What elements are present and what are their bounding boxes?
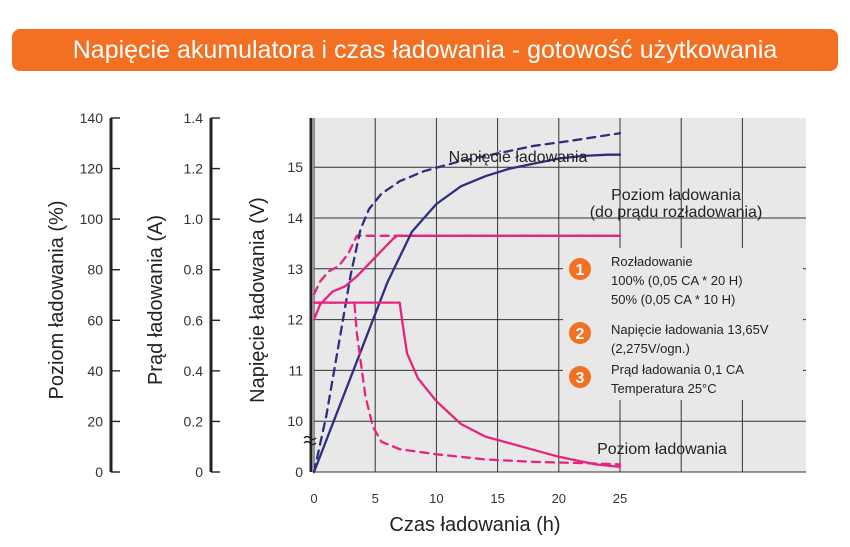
y-axis-current-tick-label: 1.0 [184,211,204,227]
x-axis-label: Czas ładowania (h) [389,514,560,536]
y-axis-level-tick-label: 40 [87,363,103,379]
y-axis-level-tick-label: 100 [80,211,104,227]
legend-badge-1-number: 1 [576,262,585,279]
legend-badge-1 [569,258,591,280]
legend-item-3-line-2: Temperatura 25°C [611,381,717,396]
x-tick-label: 20 [552,491,566,506]
y-axis-voltage-tick-label: 0 [295,464,303,480]
legend-item-2-line-1: Napięcie ładowania 13,65V [611,322,769,337]
y-axis-label-current: Prąd ładowania (A) [145,215,167,385]
legend-badge-3-number: 3 [576,370,585,387]
legend-badge-2-number: 2 [576,326,585,343]
grid [313,118,806,473]
page-title-banner: Napięcie akumulatora i czas ładowania - … [12,29,838,71]
legend-item-1-line-1: Rozładowanie [611,254,693,269]
series-line-3 [312,153,622,474]
y-axis-label-level: Poziom ładowania (%) [46,201,68,400]
axis-break-mark [303,435,317,441]
y-axis-current-tick-label: 1.4 [184,110,204,126]
legend-item-1-line-2: 100% (0,05 CA * 20 H) [611,273,743,288]
y-axis-current-tick-label: 0.2 [184,413,204,429]
y-axis-current-tick-label: 0.8 [184,262,204,278]
legend-item-2-line-2: (2,275V/ogn.) [611,341,690,356]
annotation-level-curve-1: Poziom ładowania [611,187,741,204]
legend-item-3: 3 Prąd ładowania 0,1 CA Temperatura 25°C [569,362,744,396]
series-line-5 [312,301,622,469]
y-axis-level-tick-label: 120 [80,161,104,177]
series-layer [312,132,622,474]
y-axis-voltage-tick-label: 14 [287,210,303,226]
legend-item-1-line-3: 50% (0,05 CA * 10 H) [611,292,735,307]
legend-badge-3 [569,366,591,388]
x-tick-label: 25 [613,491,627,506]
y-axis-level-tick-label: 80 [87,262,103,278]
legend-item-3-line-1: Prąd ładowania 0,1 CA [611,362,744,377]
x-tick-label: 5 [372,491,379,506]
axis-break-mark [303,440,317,446]
page-title: Napięcie akumulatora i czas ładowania - … [72,36,778,64]
legend-item-1: 1 Rozładowanie 100% (0,05 CA * 20 H) 50%… [569,254,743,307]
y-axis-level-tick-label: 60 [87,312,103,328]
y-axis-voltage-tick-label: 13 [287,261,303,277]
y-axis-voltage-tick-label: 11 [288,362,303,378]
legend: 1 Rozładowanie 100% (0,05 CA * 20 H) 50%… [563,248,803,400]
axes: 0 5 10 15 20 2502040608010012014000.20.40.60.… [80,110,628,506]
y-axis-label-voltage: Napięcie ładowania (V) [247,197,269,403]
annotation-current-curve: Poziom ładowania [597,441,727,458]
y-axis-current-tick-label: 1.2 [184,161,204,177]
y-axis-voltage-tick-label: 12 [287,312,303,328]
y-axis-voltage-tick-label: 15 [287,159,303,175]
x-tick-label: 15 [490,491,504,506]
x-tick-label: 0 [310,491,317,506]
y-axis-current-tick-label: 0.6 [184,312,204,328]
y-axis-level-tick-label: 140 [80,110,104,126]
annotation-level-curve-2: (do prądu rozładowania) [590,204,763,221]
series-line-2 [312,234,622,296]
y-axis-level-tick-label: 20 [87,413,103,429]
series-line-4 [312,132,622,474]
x-tick-label: 10 [429,491,443,506]
series-line-1 [312,234,622,321]
y-axis-current-tick-label: 0.4 [184,363,204,379]
y-axis-level-tick-label: 0 [95,464,103,480]
legend-item-2: 2 Napięcie ładowania 13,65V (2,275V/ogn.… [569,322,769,356]
legend-background [563,248,803,400]
y-axis-current-tick-label: 0 [195,464,203,480]
annotation-voltage-curve: Napięcie ładowania [449,149,588,166]
legend-badge-2 [569,322,591,344]
y-axis-voltage-tick-label: 10 [287,413,303,429]
